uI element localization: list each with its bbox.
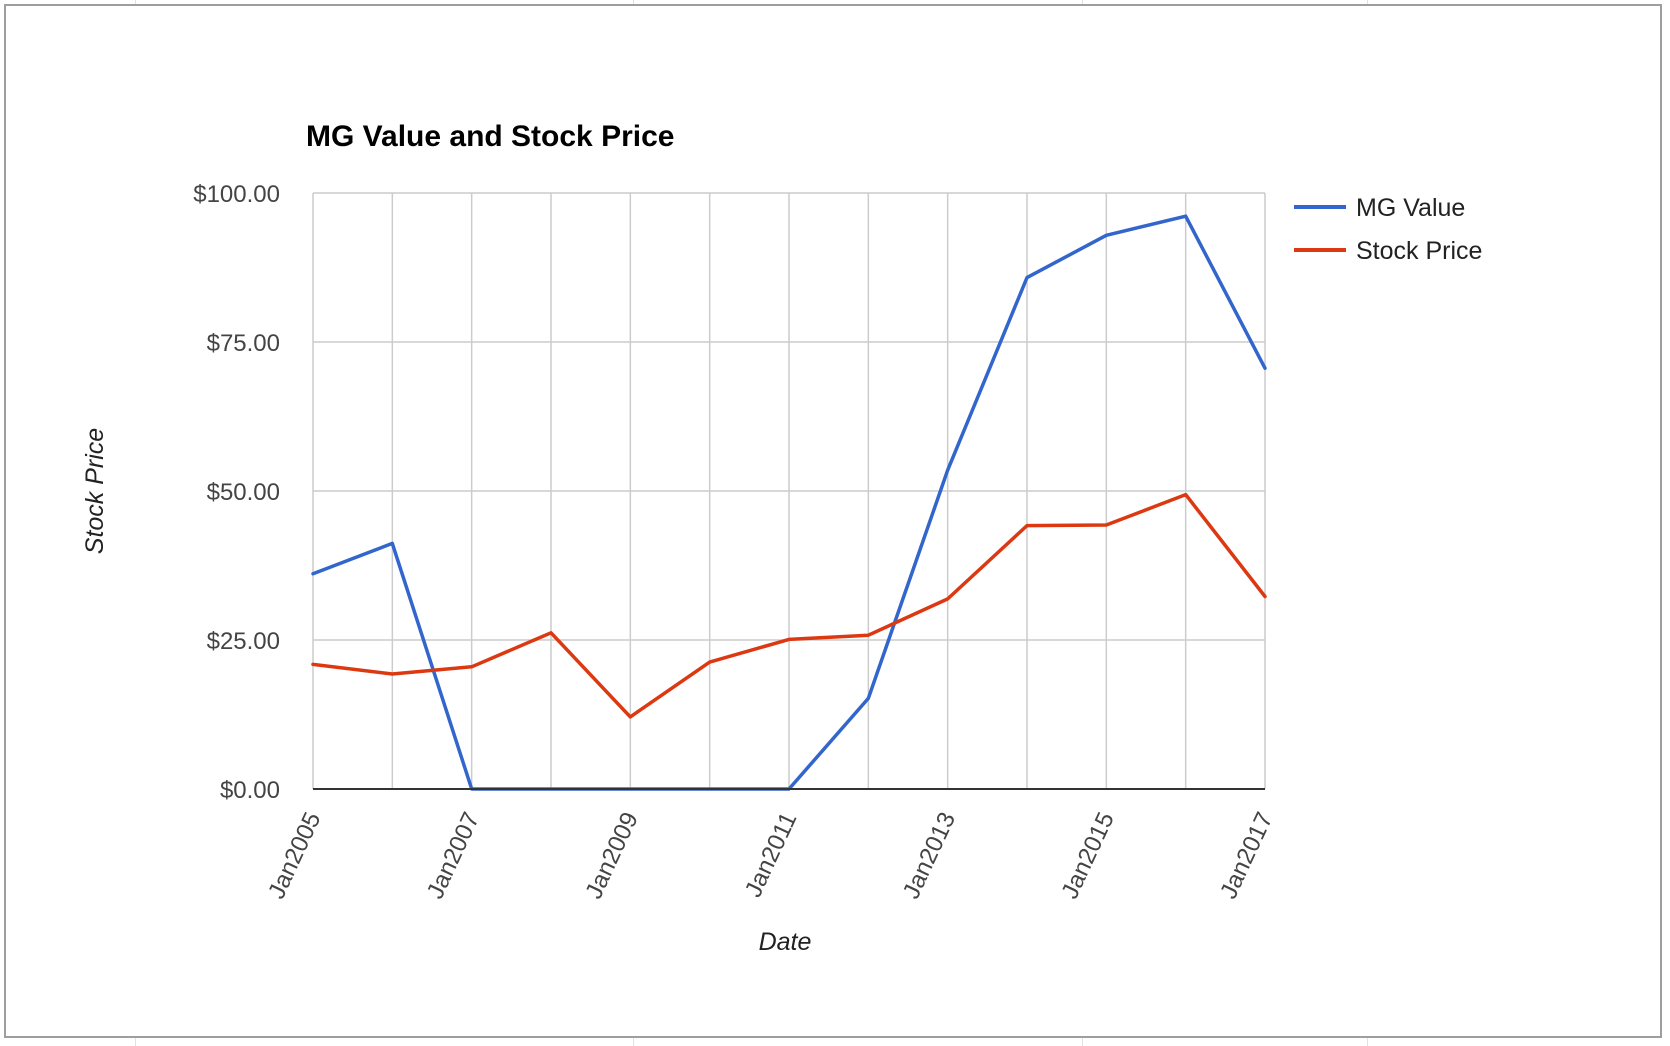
chart-title: MG Value and Stock Price — [306, 120, 674, 153]
y-axis-title: Stock Price — [81, 428, 109, 554]
series-line-stock-price — [311, 492, 1267, 719]
legend-label-stock-price: Stock Price — [1356, 237, 1482, 265]
grid — [312, 192, 1266, 789]
y-tick-label: $0.00 — [220, 777, 280, 804]
x-tick-label: Jan2011 — [740, 808, 803, 901]
y-tick-label: $25.00 — [207, 628, 280, 655]
chart-container[interactable]: $0.00 $25.00 $50.00 $75.00 $100.00 Jan2005 Jan… — [4, 4, 1662, 1038]
x-tick-label: Jan2009 — [580, 808, 643, 903]
x-axis-title: Date — [759, 928, 812, 956]
legend-label-mg-value: MG Value — [1356, 194, 1465, 222]
y-tick-label: $75.00 — [207, 330, 280, 357]
y-tick-label: $100.00 — [193, 181, 280, 208]
x-tick-label: Jan2017 — [1215, 808, 1278, 903]
line-chart: $0.00 $25.00 $50.00 $75.00 $100.00 Jan2005 Jan… — [81, 120, 1482, 956]
x-tick-label: Jan2013 — [898, 808, 961, 903]
x-tick-label: Jan2005 — [263, 808, 326, 903]
legend[interactable]: MG Value Stock Price — [1294, 194, 1482, 265]
x-tick-label: Jan2007 — [422, 808, 485, 903]
tick-labels: $0.00 $25.00 $50.00 $75.00 $100.00 Jan2005 Jan… — [193, 181, 1278, 903]
y-tick-label: $50.00 — [207, 479, 280, 506]
x-tick-label: Jan2015 — [1056, 808, 1119, 903]
